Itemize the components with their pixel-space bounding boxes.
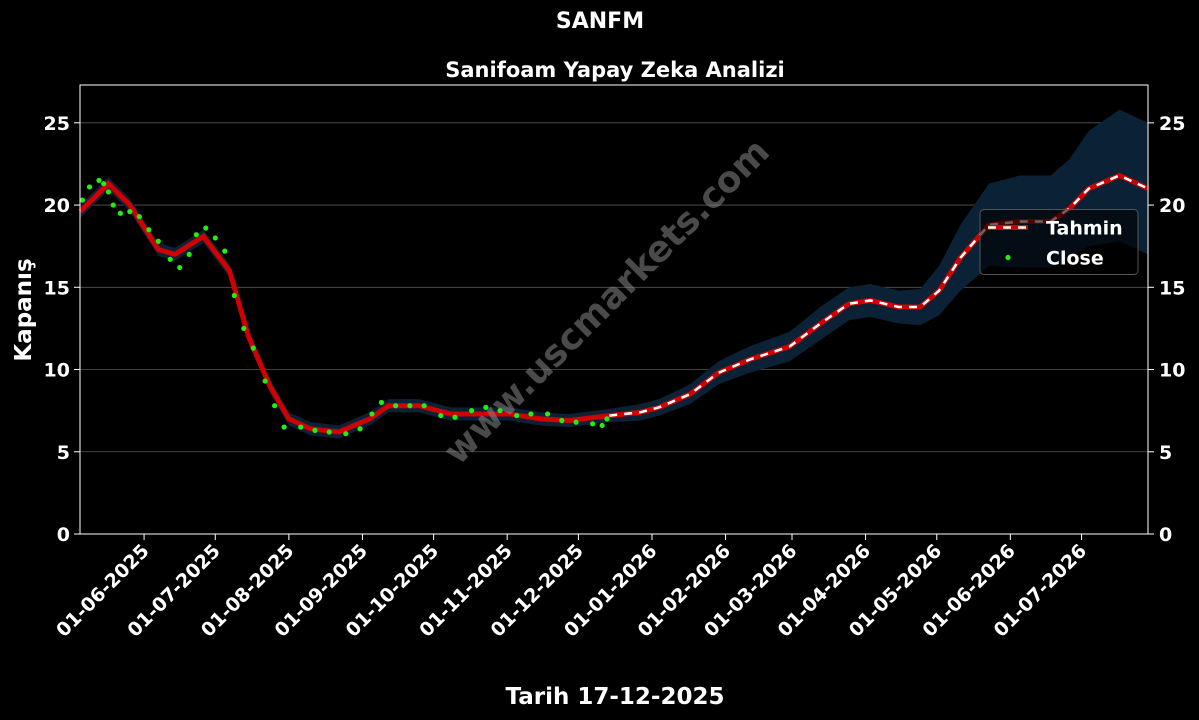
plot-frame xyxy=(79,84,1149,535)
close-point xyxy=(86,184,93,190)
close-point xyxy=(105,189,112,195)
y-tick-label: 0 xyxy=(57,524,70,546)
x-axis-label: Tarih 17-12-2025 xyxy=(506,684,725,710)
legend-swatch xyxy=(1005,254,1011,261)
close-point xyxy=(514,412,520,419)
y-tick-label: 25 xyxy=(44,113,70,135)
close-point xyxy=(167,256,173,262)
close-point xyxy=(298,424,304,430)
close-point xyxy=(469,408,475,414)
close-point xyxy=(241,325,247,332)
close-point xyxy=(101,181,107,187)
close-point xyxy=(193,232,199,238)
chart-subtitle: Sanifoam Yapay Zeka Analizi xyxy=(445,58,785,82)
legend-label: Close xyxy=(1046,248,1104,270)
close-point xyxy=(262,378,268,384)
close-point xyxy=(407,403,413,409)
y2-tick-label: 20 xyxy=(1159,195,1185,217)
close-point xyxy=(438,412,444,419)
close-point xyxy=(393,403,399,409)
close-point xyxy=(136,213,142,220)
close-point xyxy=(203,225,209,231)
y-tick-label: 5 xyxy=(57,442,70,464)
close-point xyxy=(281,424,287,430)
close-point xyxy=(127,209,133,215)
chart-title: SANFM xyxy=(556,9,644,34)
y2-tick-label: 10 xyxy=(1159,360,1185,382)
close-point xyxy=(357,426,363,432)
close-point xyxy=(250,345,256,351)
close-point xyxy=(369,411,375,417)
y-tick-label: 15 xyxy=(44,277,70,299)
close-point xyxy=(212,235,218,241)
close-point xyxy=(528,411,534,417)
close-point xyxy=(222,248,228,254)
y2-tick-label: 0 xyxy=(1159,524,1172,546)
close-point xyxy=(497,408,503,414)
close-point xyxy=(421,403,427,409)
y-tick-label: 10 xyxy=(44,360,70,382)
y-tick-label: 20 xyxy=(44,195,70,217)
close-point xyxy=(544,411,551,417)
close-point xyxy=(146,227,152,233)
close-point xyxy=(186,251,192,258)
close-point xyxy=(378,399,385,406)
close-point xyxy=(117,210,123,216)
close-point xyxy=(573,419,579,425)
close-point xyxy=(599,422,605,429)
y2-tick-label: 15 xyxy=(1159,277,1185,299)
y2-tick-label: 5 xyxy=(1159,442,1172,464)
close-point xyxy=(177,264,183,271)
close-point xyxy=(312,427,318,433)
close-point xyxy=(326,429,332,435)
confidence-band xyxy=(80,109,1148,439)
close-point xyxy=(604,416,610,422)
close-point xyxy=(110,202,116,208)
close-point xyxy=(231,292,237,299)
close-point xyxy=(483,404,489,410)
close-point xyxy=(590,421,596,427)
close-point xyxy=(343,431,349,437)
close-point xyxy=(559,417,565,424)
close-point xyxy=(452,414,458,420)
close-point xyxy=(155,238,161,244)
close-point xyxy=(79,197,85,203)
close-point xyxy=(272,403,278,409)
legend: Tahmin Close xyxy=(979,209,1139,275)
y-axis-label: Kapanış xyxy=(11,258,37,361)
close-point xyxy=(96,177,102,183)
y2-tick-label: 25 xyxy=(1159,113,1185,135)
legend-label: Tahmin xyxy=(1046,218,1123,240)
